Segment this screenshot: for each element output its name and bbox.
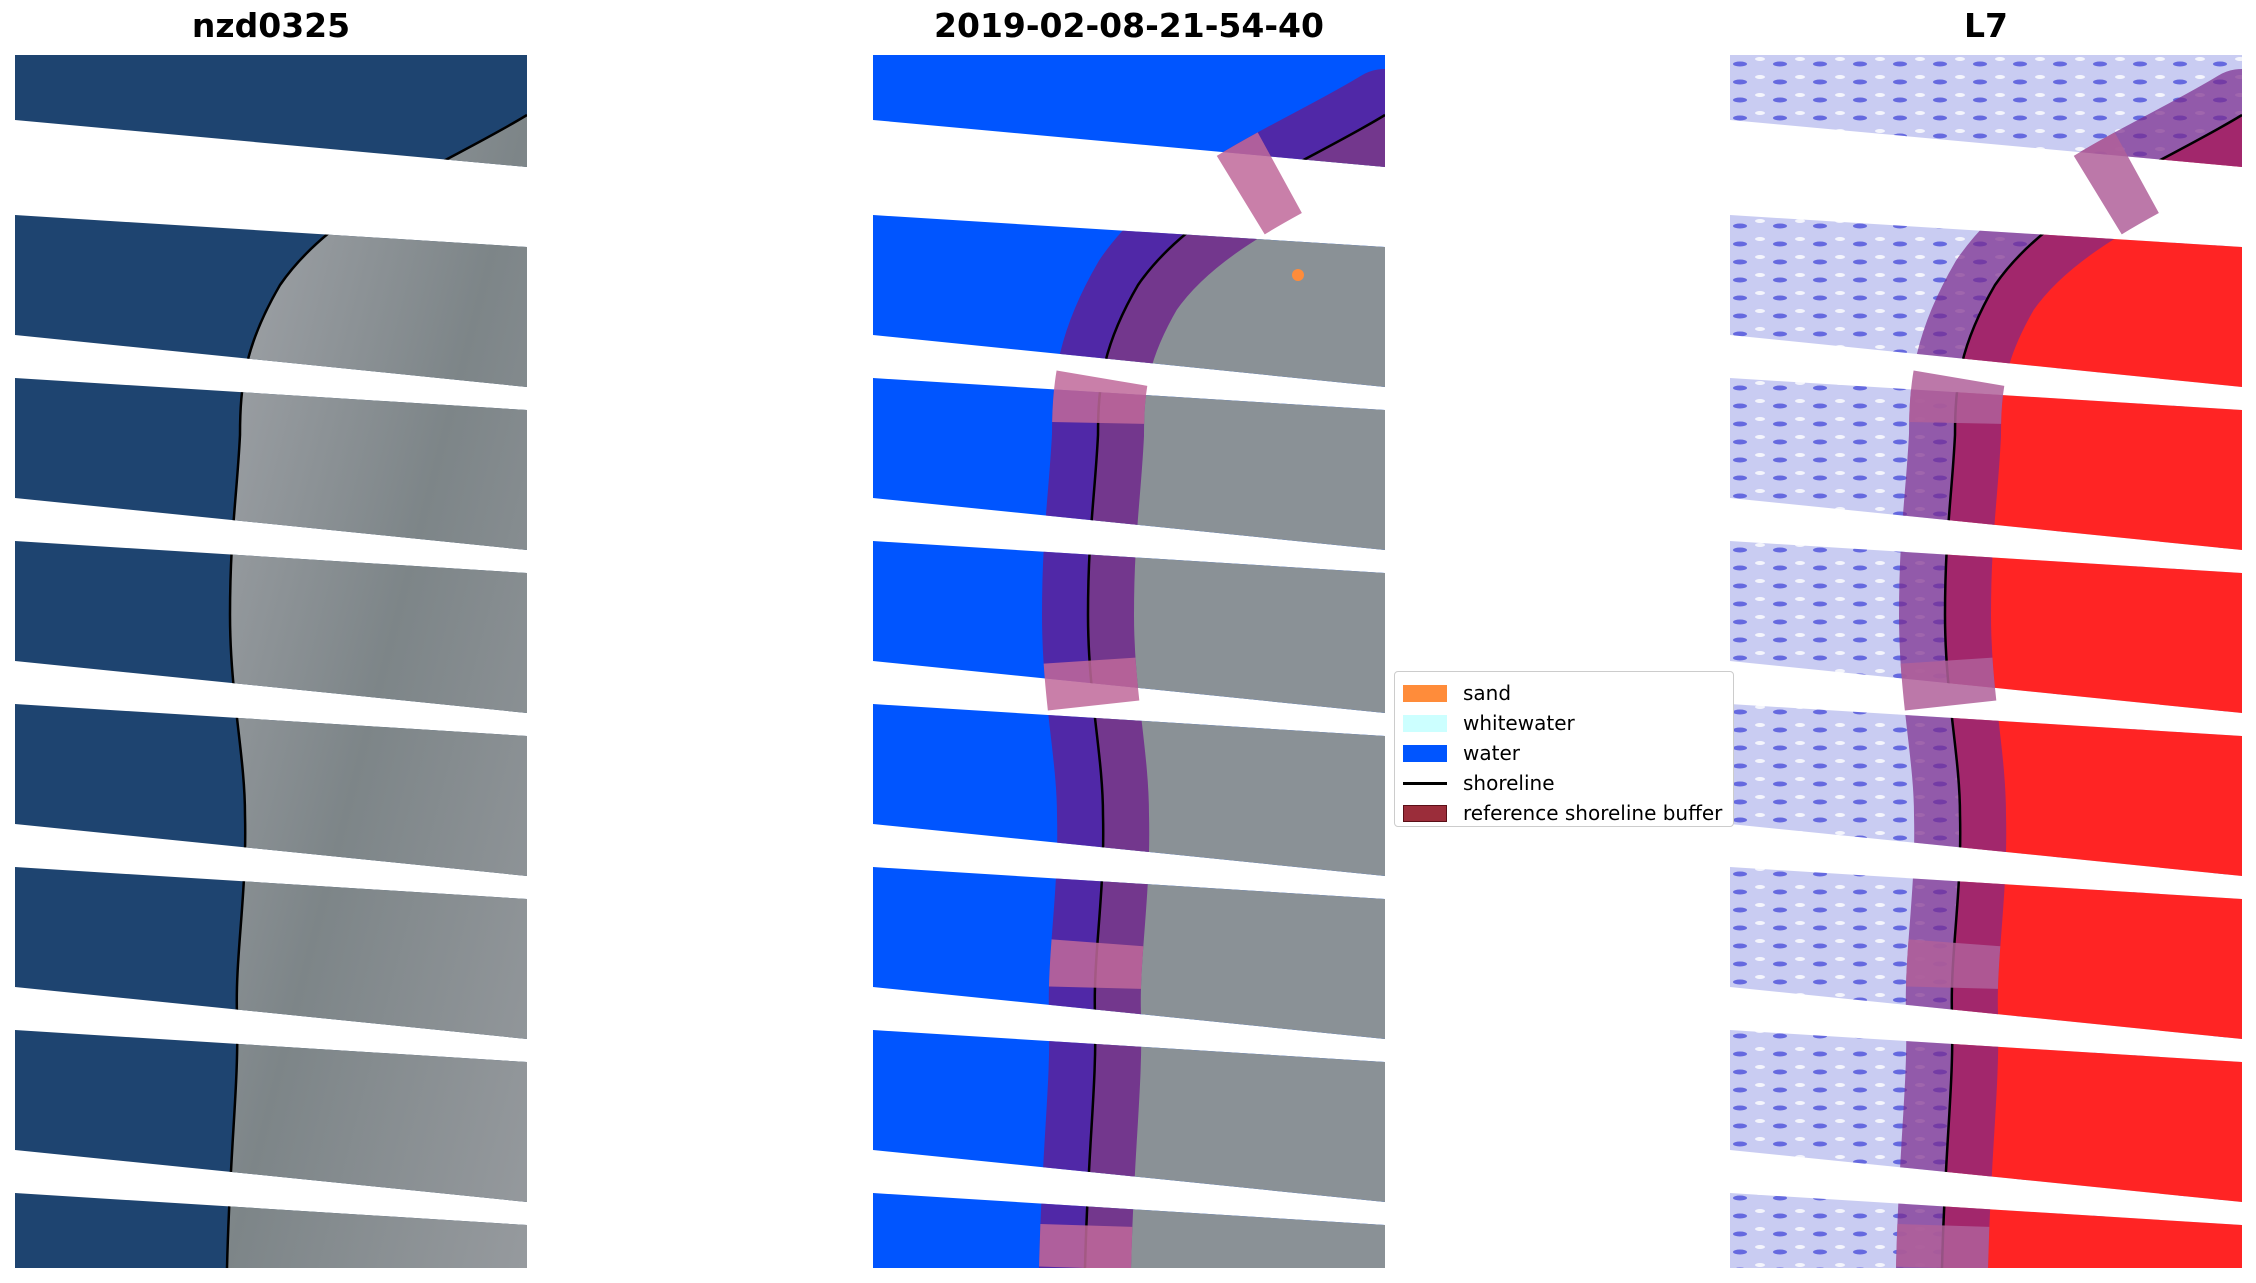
classified-image-panel bbox=[873, 55, 1385, 1268]
legend-item-sand: sand bbox=[1403, 678, 1725, 708]
legend-item-whitewater: whitewater bbox=[1403, 708, 1725, 738]
legend: sand whitewater water shoreline referenc… bbox=[1394, 671, 1734, 827]
legend-item-buffer: reference shoreline buffer bbox=[1403, 798, 1725, 828]
legend-label: shoreline bbox=[1463, 771, 1555, 795]
legend-label: reference shoreline buffer bbox=[1463, 801, 1723, 825]
water-swatch bbox=[1403, 744, 1447, 762]
buffer-swatch bbox=[1403, 804, 1447, 822]
legend-label: sand bbox=[1463, 681, 1512, 705]
whitewater-swatch bbox=[1403, 714, 1447, 732]
panel-title-index: L7 bbox=[1964, 6, 2008, 45]
legend-label: whitewater bbox=[1463, 711, 1575, 735]
legend-item-shoreline: shoreline bbox=[1403, 768, 1725, 798]
shoreline-swatch bbox=[1403, 781, 1447, 785]
panel-title-classified: 2019-02-08-21-54-40 bbox=[934, 6, 1324, 45]
legend-label: water bbox=[1463, 741, 1520, 765]
sand-pixels bbox=[1292, 269, 1304, 281]
panel-title-rgb: nzd0325 bbox=[191, 6, 351, 45]
index-image-panel bbox=[1730, 55, 2242, 1268]
legend-item-water: water bbox=[1403, 738, 1725, 768]
rgb-image-panel bbox=[15, 55, 527, 1268]
sand-swatch bbox=[1403, 684, 1447, 702]
